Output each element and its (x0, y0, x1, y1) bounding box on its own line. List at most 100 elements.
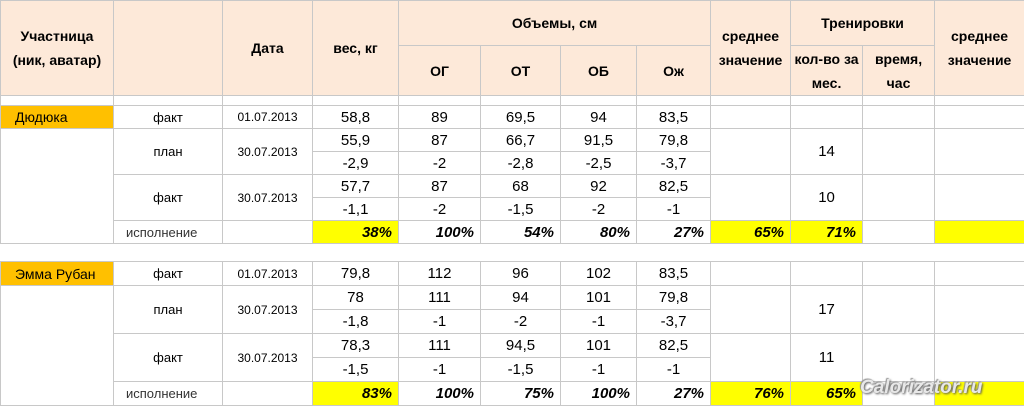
row-label: исполнение (113, 381, 223, 406)
value: 92 (560, 174, 637, 198)
value: 58,8 (312, 105, 399, 129)
cell (862, 174, 936, 221)
watermark: Calorizator.ru (860, 377, 983, 398)
header-cell: Дата (222, 0, 313, 96)
participant-name: Эмма Рубан (0, 261, 114, 286)
cell (862, 381, 936, 406)
row-label: факт (113, 105, 223, 129)
value: 83,5 (635, 261, 712, 286)
value: 111 (398, 285, 481, 310)
percent: 54% (480, 220, 561, 244)
cell (934, 95, 1024, 106)
percent: 76% (710, 381, 792, 406)
header-cell: время, час (862, 45, 936, 96)
table-row: план 30.07.2013 55,9 87 66,7 91,5 79,8 14 (0, 128, 1024, 244)
cell (935, 244, 1024, 262)
cell (790, 105, 864, 129)
percent: 65% (790, 381, 864, 406)
table-row: -1,1 -2 -1,5 -2 -1 (1, 197, 1024, 221)
header-cell: кол-во за мес. (790, 45, 864, 96)
table-row: ОГ ОТ ОБ Ож кол-во за мес. время, час (1, 45, 1024, 96)
cell (934, 285, 1024, 334)
cell (114, 244, 223, 262)
delta: -1,1 (312, 197, 399, 221)
value: 55,9 (312, 128, 399, 152)
delta: -2 (398, 197, 481, 221)
header-cell: среднее значение (934, 0, 1024, 96)
delta: -2 (480, 309, 561, 334)
cell (862, 128, 936, 175)
table-row: план 30.07.2013 78 111 94 101 79,8 17 (0, 285, 1024, 406)
cell (222, 220, 313, 244)
row-label: план (113, 128, 223, 175)
delta: -1,5 (480, 197, 561, 221)
value: 83,5 (635, 105, 712, 129)
table-row (0, 95, 1024, 106)
cell (710, 333, 792, 382)
row-label: исполнение (113, 220, 223, 244)
percent: 100% (560, 381, 637, 406)
cell (0, 128, 114, 244)
value: 101 (560, 285, 637, 310)
value: 94 (560, 105, 637, 129)
cell (862, 285, 936, 334)
training-count: 10 (790, 174, 864, 221)
row-label: факт (113, 261, 223, 286)
row-label: факт (113, 333, 223, 382)
value: 94,5 (480, 333, 561, 358)
cell (561, 244, 637, 262)
cell (710, 95, 792, 106)
percent: 27% (635, 220, 712, 244)
value: 96 (480, 261, 561, 286)
cell (934, 128, 1024, 175)
cell (222, 95, 313, 106)
percent: 100% (398, 381, 481, 406)
table-row: Эмма Рубан факт 01.07.2013 79,8 112 96 102 83,5 (0, 261, 1024, 286)
cell (934, 105, 1024, 129)
cell (480, 95, 561, 106)
header-cell: Объемы, см (397, 0, 712, 46)
cell (934, 333, 1024, 382)
header-cell: среднее значение (710, 0, 792, 96)
cell (862, 333, 936, 382)
value: 87 (398, 128, 481, 152)
cell (934, 261, 1024, 286)
delta: -1 (560, 309, 637, 334)
delta: -3,7 (635, 309, 712, 334)
percent: 65% (710, 220, 792, 244)
value: 68 (480, 174, 561, 198)
delta: -1 (398, 309, 481, 334)
date: 30.07.2013 (222, 128, 313, 175)
delta: -1 (560, 357, 637, 382)
participant-name: Дюдюка (0, 105, 114, 129)
header-cell: Ож (635, 45, 712, 96)
value: 82,5 (635, 333, 712, 358)
value: 87 (398, 174, 481, 198)
value: 89 (398, 105, 481, 129)
cell (312, 95, 399, 106)
delta: -1 (635, 357, 712, 382)
date: 01.07.2013 (222, 105, 313, 129)
value: 79,8 (635, 128, 712, 152)
cell (863, 244, 935, 262)
cell (862, 220, 936, 244)
value: 78 (312, 285, 399, 310)
delta: -1,8 (312, 309, 399, 334)
cell (637, 244, 711, 262)
cell (710, 261, 792, 286)
cell (560, 95, 637, 106)
cell (398, 95, 481, 106)
delta: -2,5 (560, 151, 637, 175)
cell (0, 285, 114, 406)
date: 30.07.2013 (222, 174, 313, 221)
percent: 38% (312, 220, 399, 244)
cell (790, 261, 864, 286)
percent: 80% (560, 220, 637, 244)
value: 66,7 (480, 128, 561, 152)
percent: 71% (790, 220, 864, 244)
table-row (1, 244, 1024, 262)
table-row: факт 30.07.2013 78,3 111 94,5 101 82,5 11 (1, 333, 1024, 382)
cell (934, 381, 1024, 406)
table-row: Участница (ник, аватар) Дата вес, кг Объемы… (0, 0, 1024, 96)
